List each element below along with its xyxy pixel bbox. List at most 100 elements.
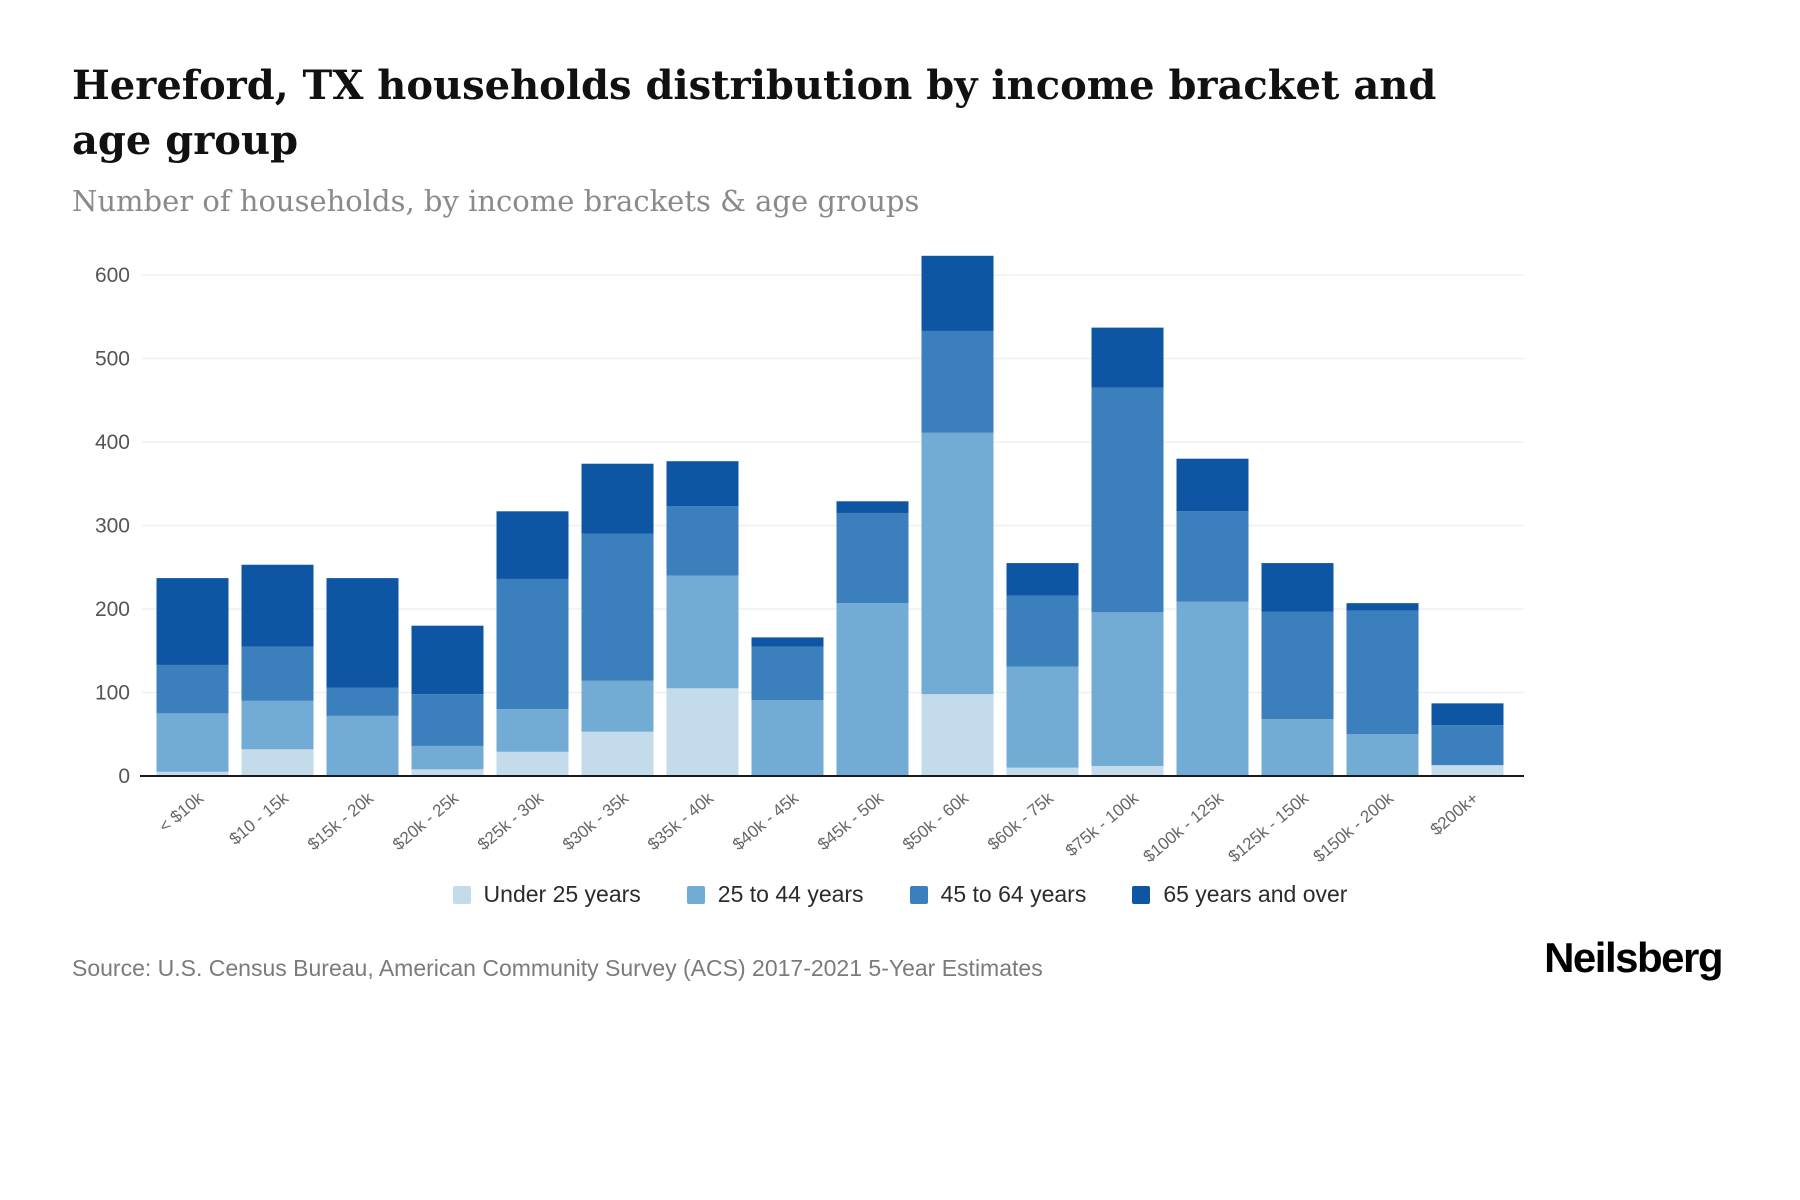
y-tick-label: 200 [95,598,130,621]
legend-item: 25 to 44 years [686,881,864,908]
bar-segment [1006,666,1079,769]
bar-segment [836,603,909,777]
bar-segment [1176,459,1249,512]
bar-segment [1176,511,1249,602]
bar-segment [1346,611,1419,735]
bar-segment [496,752,569,777]
bar-segment [921,694,994,777]
bar-segment [1006,768,1079,777]
stacked-bar-chart: 0 100 200 300 400 500 600 < $10k $10 - 15k $15k -… [95,256,1524,867]
y-tick-label: 400 [95,431,130,454]
bar-segment [156,713,229,773]
y-tick-label: 500 [95,348,130,371]
bar-segment [1091,766,1164,777]
chart-area: 0 100 200 300 400 500 600 < $10k $10 - 15k $15k -… [60,224,1728,877]
bar-segment [496,709,569,753]
x-tick-label: $30k - 35k [559,789,632,855]
y-tick-label: 0 [118,765,130,788]
bar-segment [1261,719,1334,777]
bar-segment [241,701,314,750]
bar-segment [666,688,739,777]
x-tick-label: $75k - 100k [1062,789,1143,861]
x-tick-label: $25k - 30k [474,789,547,855]
bar-segment [411,746,484,770]
legend-label: 65 years and over [1163,881,1348,908]
bar-segment [411,694,484,747]
bar-segment [1431,725,1504,766]
chart-title: Hereford, TX households distribution by … [72,62,1437,165]
x-tick-label: $50k - 60k [899,789,972,855]
bar-segment [241,565,314,647]
bar-segment [751,700,824,777]
bar-segment [751,646,824,701]
chart-subtitle: Number of households, by income brackets… [72,184,920,219]
x-tick-label: $10 - 15k [226,789,293,849]
x-tick-label: $150k - 200k [1310,789,1398,867]
legend-label: 45 to 64 years [940,881,1087,908]
bar-segment [581,464,654,535]
neilsberg-logo: Neilsberg [1544,934,1723,982]
bar-segment [411,769,484,777]
bar-segment [666,575,739,689]
bar-segment [581,534,654,682]
bar-segment [1176,601,1249,777]
bar-segment [921,331,994,434]
bar-segment [326,716,399,777]
legend-item: 45 to 64 years [909,881,1087,908]
y-tick-label: 300 [95,515,130,538]
bar-segment [1091,388,1164,613]
y-tick-label: 600 [95,264,130,287]
bar-segment [1006,563,1079,597]
x-tick-label: $35k - 40k [644,789,717,855]
bar-segment [241,646,314,702]
bar-segment [1091,612,1164,767]
bar-segment [241,749,314,777]
x-tick-label: $60k - 75k [984,789,1057,855]
bar-segment [1261,611,1334,720]
x-tick-label: $200k+ [1427,789,1482,840]
x-tick-label: $100k - 125k [1140,789,1228,867]
legend-swatch [686,885,705,904]
bar-segment [1091,327,1164,389]
bar-segment [326,687,399,717]
chart-legend: Under 25 years 25 to 44 years 45 to 64 yea… [72,881,1728,908]
bar-segment [666,461,739,507]
x-tick-label: $15k - 20k [304,789,377,855]
bar-segment [751,637,824,647]
bar-segment [156,772,229,777]
legend-label: 25 to 44 years [717,881,864,908]
x-tick-label: $40k - 45k [729,789,802,855]
legend-label: Under 25 years [483,881,641,908]
bar-segment [1261,563,1334,612]
x-tick-label: $45k - 50k [814,789,887,855]
bar-segment [496,579,569,710]
x-tick-label: < $10k [155,789,207,837]
bar-segment [581,681,654,733]
bar-segment [1431,765,1504,777]
legend-swatch [452,885,471,904]
bar-segment [496,511,569,580]
bar-segment [156,578,229,666]
legend-swatch [909,885,928,904]
y-tick-label: 100 [95,682,130,705]
chart-footer: Source: U.S. Census Bureau, American Com… [72,934,1728,982]
bar-segment [1431,703,1504,726]
bar-segment [921,256,994,332]
bar-segment [326,578,399,688]
source-note: Source: U.S. Census Bureau, American Com… [72,955,1043,982]
bar-segment [666,506,739,576]
bar-segment [411,626,484,695]
bar-segment [921,433,994,695]
bar-segment [1006,596,1079,667]
legend-item: 65 years and over [1132,881,1347,908]
bar-segment [836,513,909,604]
x-tick-label: $125k - 150k [1225,789,1313,867]
legend-swatch [1132,885,1151,904]
bar-segment [581,732,654,777]
bar-segment [836,501,909,514]
bar-segment [1346,603,1419,612]
x-tick-label: $20k - 25k [389,789,462,855]
bar-segment [1346,734,1419,777]
bar-segment [156,665,229,714]
